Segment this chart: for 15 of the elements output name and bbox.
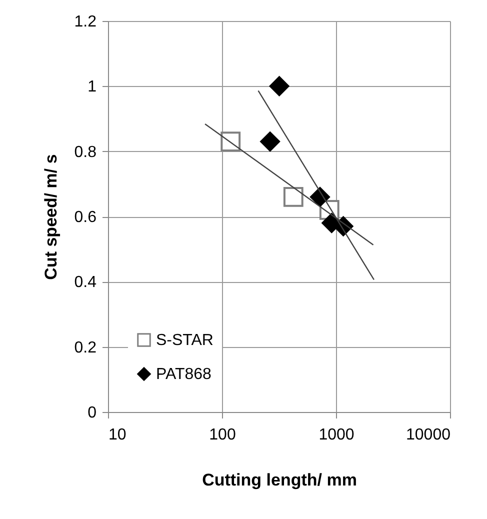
legend-label: PAT868 xyxy=(156,366,212,383)
y-tick-label: 0.6 xyxy=(74,209,97,226)
y-tick-label: 0 xyxy=(88,404,97,422)
y-tick-label: 0.4 xyxy=(74,274,97,292)
y-axis-title: Cut speed/ m/ s xyxy=(41,154,60,280)
y-tick-label: 0.2 xyxy=(74,339,97,356)
y-tick-label: 1 xyxy=(88,78,97,96)
x-tick-label: 10 xyxy=(108,426,126,444)
x-tick-label: 100 xyxy=(209,426,236,444)
y-tick-label: 1.2 xyxy=(74,14,97,30)
legend-label: S-STAR xyxy=(156,332,214,349)
x-tick-label: 1000 xyxy=(318,426,354,444)
x-tick-label: 10000 xyxy=(406,426,451,444)
y-tick-label: 0.8 xyxy=(74,144,97,161)
x-axis-title: Cutting length/ mm xyxy=(202,470,357,490)
